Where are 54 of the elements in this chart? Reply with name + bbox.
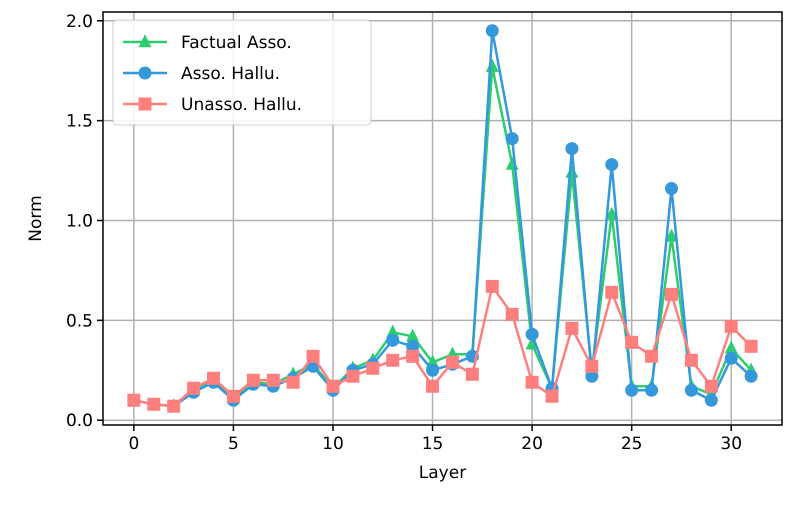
point xyxy=(684,354,698,367)
y-tick-label: 0.5 xyxy=(66,311,93,332)
point xyxy=(386,334,400,347)
point xyxy=(664,182,678,196)
point xyxy=(426,364,440,377)
y-tick-label: 0.0 xyxy=(66,411,93,432)
point xyxy=(306,350,320,363)
x-tick-label: 20 xyxy=(521,434,543,454)
legend-label: Factual Asso. xyxy=(181,33,292,53)
point xyxy=(645,350,658,363)
point xyxy=(704,394,718,407)
point xyxy=(605,286,618,299)
point xyxy=(506,132,519,146)
legend-label: Asso. Hallu. xyxy=(181,64,280,84)
x-tick-label: 0 xyxy=(128,434,140,454)
point xyxy=(625,336,638,349)
point xyxy=(266,374,280,387)
point xyxy=(565,142,578,156)
point xyxy=(486,280,499,293)
y-tick-label: 1.5 xyxy=(66,112,93,132)
x-tick-label: 15 xyxy=(422,434,444,454)
x-tick-label: 5 xyxy=(228,434,239,454)
point xyxy=(346,370,360,383)
point xyxy=(605,158,618,172)
point xyxy=(286,376,300,389)
point xyxy=(406,350,420,363)
point xyxy=(664,288,678,301)
x-tick-label: 25 xyxy=(620,434,642,454)
point xyxy=(744,340,758,353)
y-tick-label: 1.0 xyxy=(66,211,93,232)
point xyxy=(386,354,400,367)
point xyxy=(426,380,440,393)
point xyxy=(486,24,499,38)
y-tick-label: 2.0 xyxy=(66,12,93,32)
point xyxy=(506,308,519,321)
point xyxy=(744,370,758,383)
point xyxy=(565,322,578,335)
point xyxy=(526,328,539,341)
point xyxy=(645,384,658,397)
point xyxy=(466,368,479,381)
point xyxy=(625,384,638,397)
x-tick-label: 30 xyxy=(720,434,742,454)
point xyxy=(724,320,738,333)
x-axis-title: Layer xyxy=(418,463,466,483)
point xyxy=(526,376,539,389)
point xyxy=(684,384,698,397)
point xyxy=(585,360,598,373)
y-axis-title: Norm xyxy=(26,195,46,242)
point xyxy=(724,352,738,365)
point xyxy=(366,362,380,375)
x-tick-label: 10 xyxy=(322,434,344,454)
point xyxy=(546,390,559,403)
point xyxy=(704,380,718,393)
legend-label: Unasso. Hallu. xyxy=(181,95,302,115)
